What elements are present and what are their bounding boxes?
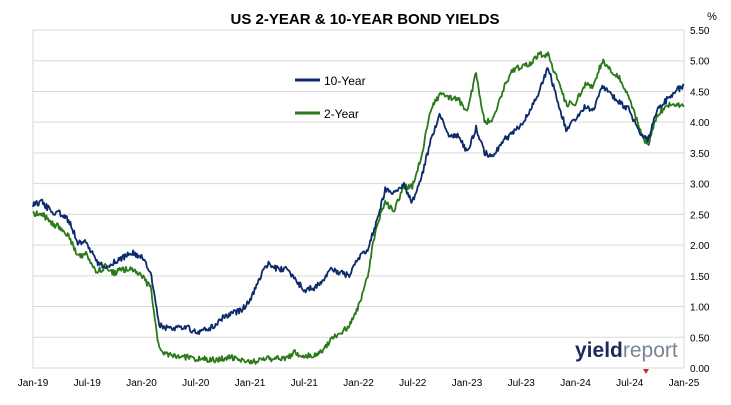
y-tick-label: 1.50	[690, 272, 710, 283]
logo-text-light: report	[623, 339, 678, 362]
y-tick-label: 3.50	[690, 149, 710, 160]
x-tick-label: Jul-24	[616, 378, 644, 389]
yieldreport-logo: yieldreport	[575, 339, 678, 374]
x-tick-label: Jan-23	[452, 378, 483, 389]
x-tick-label: Jan-20	[126, 378, 157, 389]
logo-marker-icon	[643, 369, 649, 374]
logo-text: yieldreport	[575, 339, 678, 362]
y-unit-label: %	[707, 11, 717, 23]
legend-label: 2-Year	[324, 107, 359, 121]
x-tick-label: Jul-23	[508, 378, 536, 389]
x-tick-label: Jul-19	[74, 378, 102, 389]
series-lines	[32, 50, 685, 365]
y-tick-label: 3.00	[690, 180, 710, 191]
series-line-2-year	[32, 50, 685, 365]
x-axis-ticks: Jan-19 Jul-19 Jan-20 Jul-20 Jan-21 Jul-21 Jan-…	[18, 378, 700, 389]
y-tick-label: 0.50	[690, 333, 710, 344]
y-tick-label: 0.00	[690, 364, 710, 375]
y-tick-label: 2.50	[690, 210, 710, 221]
legend-label: 10-Year	[324, 74, 366, 88]
x-tick-label: Jan-25	[669, 378, 700, 389]
x-tick-label: Jan-19	[18, 378, 49, 389]
x-tick-label: Jan-21	[235, 378, 266, 389]
x-tick-label: Jul-22	[399, 378, 427, 389]
legend: 10-Year 2-Year	[295, 74, 366, 121]
y-tick-label: 5.50	[690, 26, 710, 37]
y-tick-label: 4.00	[690, 118, 710, 129]
logo-text-bold: yield	[575, 339, 623, 362]
chart-title: US 2-YEAR & 10-YEAR BOND YIELDS	[231, 11, 500, 28]
x-tick-label: Jan-22	[343, 378, 374, 389]
gridlines	[33, 29, 684, 369]
y-axis-ticks: 0.00 0.50 1.00 1.50 2.00 2.50 3.00 3.50 4.00 4.50…	[690, 26, 710, 375]
x-tick-label: Jul-21	[291, 378, 319, 389]
y-tick-label: 5.00	[690, 57, 710, 68]
y-tick-label: 1.00	[690, 303, 710, 314]
x-tick-label: Jul-20	[182, 378, 210, 389]
y-tick-label: 4.50	[690, 87, 710, 98]
y-tick-label: 2.00	[690, 241, 710, 252]
x-tick-label: Jan-24	[560, 378, 591, 389]
series-line-10-year	[32, 67, 685, 335]
